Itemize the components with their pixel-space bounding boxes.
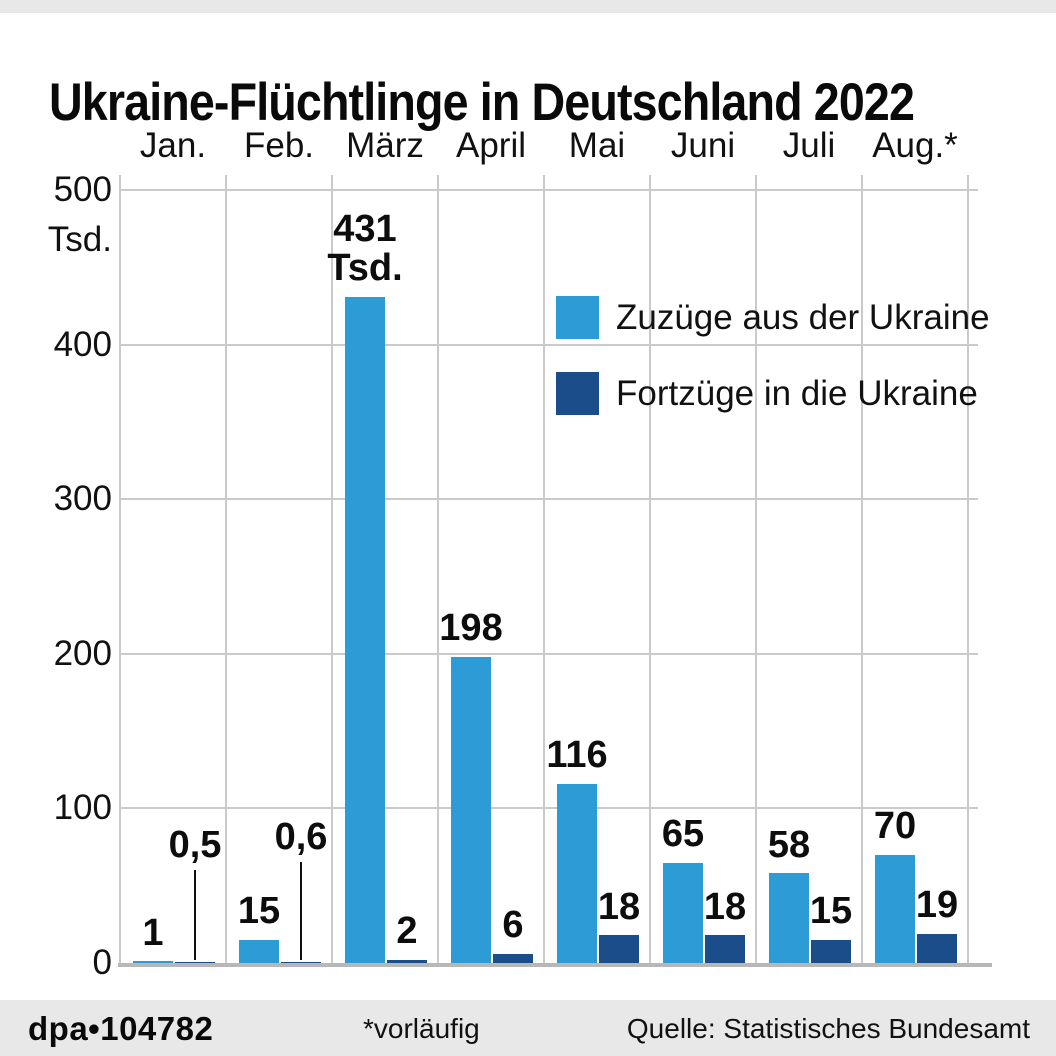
month-label: April	[455, 126, 527, 165]
bar-fortzuege	[705, 935, 745, 963]
bar-value-label: 58	[767, 823, 811, 866]
callout-line	[300, 861, 302, 960]
bar-value-label: 0,6	[274, 815, 328, 858]
legend-swatch-zuzuege	[556, 296, 599, 339]
bar-fortzuege	[811, 939, 851, 963]
bar-value-label: 116	[546, 734, 608, 777]
horizontal-gridline	[120, 498, 978, 501]
chart-title: Ukraine-Flüchtlinge in Deutschland 2022	[49, 72, 915, 132]
bar-fortzuege	[917, 933, 957, 963]
month-label: Feb.	[243, 126, 315, 165]
month-label: Aug.*	[872, 126, 958, 165]
vertical-gridline	[331, 175, 333, 963]
vertical-gridline	[967, 175, 969, 963]
legend-label-fortzuege: Fortzüge in die Ukraine	[616, 373, 978, 413]
bar-zuzuege	[769, 873, 809, 963]
y-axis-tick-label: 200	[53, 633, 112, 673]
y-axis-tick-label: 100	[53, 788, 112, 828]
y-axis-tick-label: 500	[53, 170, 112, 209]
bar-value-label: 431 Tsd.	[327, 207, 403, 290]
vertical-gridline	[543, 175, 545, 963]
source-label: Quelle: Statistisches Bundesamt	[626, 1013, 1030, 1044]
month-label: Jan.	[139, 126, 207, 165]
bar-zuzuege	[345, 296, 385, 963]
y-axis-tick-label: 0	[92, 943, 112, 982]
bar-value-label: 0,5	[168, 823, 222, 866]
callout-line	[194, 869, 196, 960]
dpa-credit: dpa•104782	[28, 1010, 214, 1047]
month-label: März	[346, 126, 424, 165]
month-label: Juni	[670, 126, 736, 165]
horizontal-gridline	[120, 807, 978, 810]
bar-value-label: 18	[597, 885, 641, 928]
bar-fortzuege	[387, 959, 427, 963]
bar-zuzuege	[875, 854, 915, 963]
legend-item-zuzuege: Zuzüge aus der Ukraine	[556, 296, 990, 339]
bar-value-label: 6	[502, 904, 524, 947]
bar-value-label: 15	[809, 890, 853, 933]
vertical-gridline	[861, 175, 863, 963]
bar-zuzuege	[133, 961, 173, 963]
bar-fortzuege	[599, 935, 639, 963]
legend: Zuzüge aus der Ukraine Fortzüge in die U…	[556, 296, 990, 415]
footer-band	[0, 1000, 1056, 1056]
footnote-vorlaeufig: *vorläufig	[363, 1013, 480, 1044]
horizontal-gridline	[120, 343, 978, 346]
vertical-gridline	[225, 175, 227, 963]
legend-item-fortzuege: Fortzüge in die Ukraine	[556, 372, 990, 415]
bar-zuzuege	[663, 862, 703, 963]
vertical-gridline	[649, 175, 651, 963]
vertical-gridline	[437, 175, 439, 963]
legend-label-zuzuege: Zuzüge aus der Ukraine	[616, 297, 990, 337]
bar-value-label: 2	[396, 910, 418, 953]
horizontal-gridline	[120, 652, 978, 655]
horizontal-gridline	[120, 189, 978, 191]
bar-fortzuege	[493, 953, 533, 963]
bar-value-label: 70	[873, 805, 917, 848]
bar-zuzuege	[557, 783, 597, 963]
vertical-gridline	[755, 175, 757, 963]
bar-value-label: 1	[142, 911, 164, 954]
bar-value-label: 18	[703, 885, 747, 928]
bar-zuzuege	[451, 656, 491, 963]
x-axis-baseline	[118, 963, 992, 967]
bar-fortzuege	[175, 961, 215, 963]
bar-value-label: 19	[915, 884, 959, 927]
top-band	[0, 0, 1056, 13]
month-label: Juli	[782, 126, 836, 165]
bar-zuzuege	[239, 939, 279, 963]
bar-value-label: 15	[237, 890, 281, 933]
y-axis-unit-label: Tsd.	[47, 220, 112, 259]
y-axis-tick-label: 400	[53, 324, 112, 364]
vertical-gridline	[119, 175, 121, 963]
month-label: Mai	[568, 126, 626, 165]
bar-value-label: 198	[439, 607, 503, 650]
bar-fortzuege	[281, 961, 321, 963]
bar-value-label: 65	[661, 813, 705, 855]
legend-swatch-fortzuege	[556, 372, 599, 415]
y-axis-tick-label: 300	[53, 479, 112, 519]
